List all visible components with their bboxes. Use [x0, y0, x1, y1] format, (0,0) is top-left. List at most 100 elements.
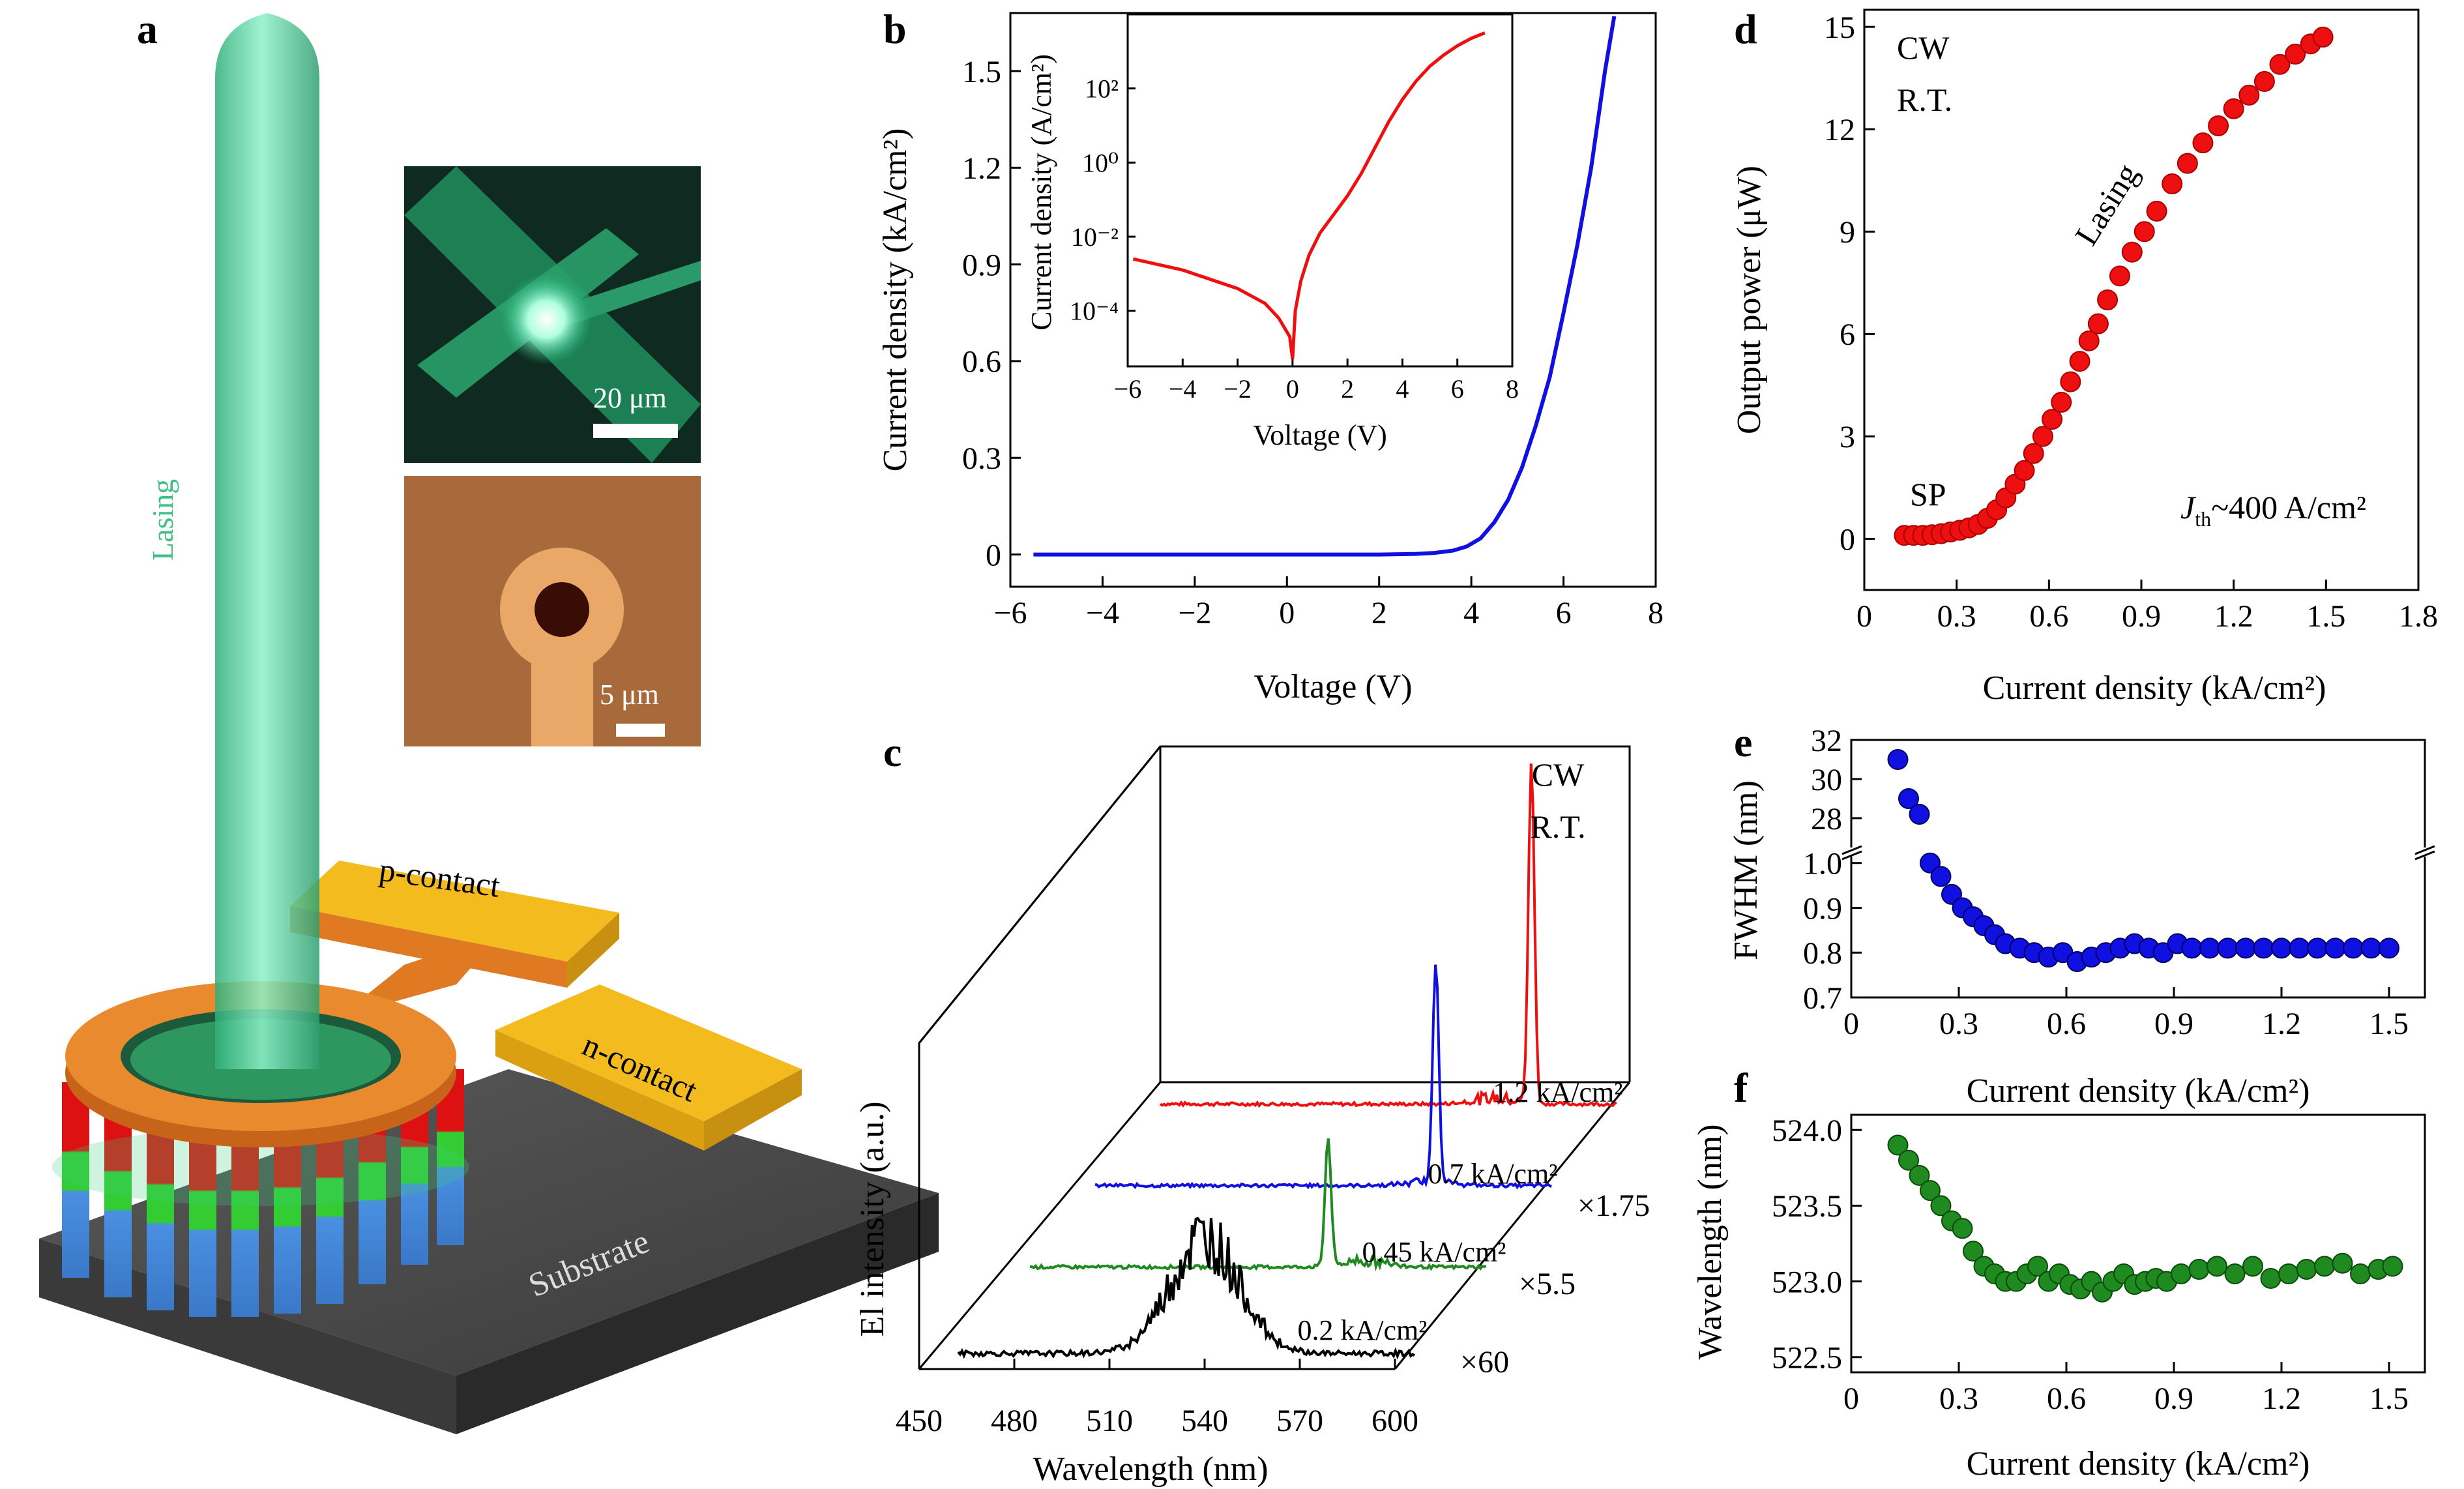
panel-c-xtick-label: 540 [1181, 1404, 1228, 1438]
panel-d-xtick-label: 0.3 [1937, 599, 1976, 634]
panel-d-ytick-label: 15 [1824, 10, 1855, 45]
panel-b-inset-ytick-label: 10⁻² [1071, 222, 1119, 252]
panel-f-data-point [2027, 1256, 2048, 1277]
lasing-beam-label: Lasing [146, 479, 179, 561]
panel-e-data-point [2217, 937, 2238, 959]
panel-b-plot-frame [1009, 12, 1657, 588]
panel-c-3d-box [918, 745, 1631, 1370]
panel-d-ytick-label: 3 [1840, 420, 1855, 454]
panel-d-data-point [2023, 443, 2044, 464]
panel-e-xtick-label: 0.3 [1939, 1007, 1978, 1041]
panel-b-inset-xtick-label: −2 [1224, 374, 1252, 404]
panel-b-inset-xtick-label: 6 [1451, 374, 1464, 404]
panel-d-data-point [2051, 392, 2072, 413]
panel-d-data-point [2097, 289, 2119, 310]
panel-e-data-point [2289, 937, 2310, 959]
panel-c-xtick-label: 450 [896, 1404, 943, 1438]
panel-d-data-point [2162, 173, 2183, 194]
panel-a-letter: a [137, 6, 158, 52]
panel-c-spectrum-line [1094, 964, 1552, 1190]
panel-e-data-point [1930, 866, 1952, 887]
panel-f-data-point [2260, 1267, 2281, 1289]
panel-f-xtick-label: 0.3 [1939, 1381, 1978, 1416]
panel-e-axis-break [1841, 845, 2435, 861]
panel-b-ytick-label: 0.9 [962, 248, 1001, 282]
panel-f-data-point [2171, 1263, 2192, 1284]
panel-d-annotation-cw: CW [1897, 29, 1950, 66]
panel-e-upper-ytick-label: 28 [1811, 802, 1842, 836]
panel-d-threshold: Jth~400 A/cm² [2180, 489, 2366, 531]
panel-b-inset-log-line [1132, 31, 1486, 359]
panel-b-inset-ylabel: Current density (A/cm²) [1025, 54, 1057, 331]
panel-c-spectrum-line [957, 1216, 1415, 1360]
panel-f-data-point [2332, 1252, 2353, 1274]
panel-d-data-point [2032, 426, 2053, 447]
panel-b-inset-xtick-label: 0 [1286, 374, 1299, 404]
panel-c-ylabel: El intensity (a.u.) [854, 1101, 891, 1336]
panel-d-ytick-label: 9 [1840, 215, 1855, 250]
panel-f-data-point [2382, 1256, 2403, 1277]
panel-b-xlabel: Voltage (V) [1254, 668, 1412, 705]
panel-f-data-point [2224, 1263, 2246, 1284]
panel-b-ytick-label: 0.6 [962, 345, 1001, 379]
panel-d-data-point [2109, 265, 2130, 287]
panel-c-series-label: 0.7 kA/cm² [1428, 1158, 1558, 1190]
panel-e-upper-ytick-label: 32 [1811, 724, 1842, 758]
panel-c-series-label: 1.2 kA/cm² [1493, 1076, 1623, 1108]
panel-f-data-point [2188, 1259, 2210, 1280]
panel-e-data-point [2307, 937, 2328, 959]
panel-e-data-point [2379, 937, 2399, 959]
panel-e-xtick-label: 1.2 [2262, 1007, 2301, 1041]
panel-c-annotation-rt: R.T. [1530, 808, 1585, 845]
inset-contact-photo: 5 μm [404, 476, 701, 746]
panel-b-ytick-label: 1.2 [962, 151, 1001, 186]
panel-b-ylabel: Current density (kA/cm²) [877, 128, 914, 472]
panel-e-letter: e [1734, 719, 1752, 765]
panel-d-data-point [2223, 98, 2244, 119]
panel-d-data-point [2177, 153, 2198, 174]
lasing-beam: Lasing [146, 13, 319, 1069]
panel-b-xtick-label: −2 [1178, 596, 1211, 630]
panel-f-data-point [1909, 1164, 1930, 1186]
panel-b-xtick-label: 6 [1556, 596, 1572, 630]
panel-d-data-point [2134, 221, 2155, 243]
panel-c-spectrum-line [1029, 1138, 1487, 1272]
panel-e-xtick-label: 1.5 [2369, 1007, 2409, 1041]
panel-f-ytick-label: 522.5 [1772, 1341, 1842, 1376]
panel-d-threshold-value: ~400 A/cm² [2211, 489, 2366, 525]
panel-e-data-point [2271, 937, 2292, 959]
panel-d-ylabel: Output power (μW) [1731, 166, 1768, 434]
panel-d-data-point [2285, 44, 2306, 65]
panel-d-xtick-label: 1.5 [2306, 599, 2345, 634]
panel-d-data-point [2312, 26, 2334, 48]
panel-b-inset-xtick-label: −6 [1114, 374, 1142, 404]
panel-e-data-point [2235, 937, 2256, 959]
panel-d-data-point [2121, 241, 2143, 263]
panel-b-inset-frame [1126, 13, 1514, 368]
panel-d-xtick-label: 0 [1856, 599, 1872, 634]
panel-c-xlabel: Wavelength (nm) [1033, 1451, 1268, 1488]
panel-f-ytick-label: 523.5 [1772, 1189, 1842, 1224]
panel-d-annotation-lasing: Lasing [2068, 157, 2146, 252]
panel-e-plot-frame [1850, 739, 2426, 999]
panel-e-xlabel: Current density (kA/cm²) [1967, 1072, 2310, 1110]
panel-d-annotation-sp: SP [1910, 476, 1946, 512]
panel-c-multiplier: ×5.5 [1519, 1267, 1576, 1301]
panel-b-inset-xlabel: Voltage (V) [1253, 419, 1387, 451]
panel-c-multiplier: ×60 [1460, 1345, 1509, 1379]
panel-f-data-point [2278, 1263, 2299, 1284]
panel-c-series-label: 0.2 kA/cm² [1298, 1314, 1428, 1346]
panel-b-xtick-label: −6 [993, 596, 1027, 630]
panel-c-el-spectra: c 450 480 510 540 570 600 1.2 kA/cm² 0.7 kA/cm… [854, 729, 1650, 1488]
panel-b-inset-ytick-label: 10⁰ [1082, 148, 1119, 177]
panel-f-data-point [1930, 1195, 1952, 1216]
panel-d-ytick-label: 12 [1824, 113, 1855, 147]
panel-b-xtick-label: 2 [1371, 596, 1387, 630]
panel-e-xtick-label: 0.6 [2047, 1007, 2086, 1041]
panel-e-ylabel: FWHM (nm) [1727, 780, 1765, 960]
panel-d-data-point [2238, 84, 2260, 106]
panel-f-data-point [2207, 1256, 2227, 1277]
panel-f-data-point [2242, 1256, 2263, 1277]
panel-e-xtick-label: 0 [1843, 1007, 1859, 1041]
panel-e-fwhm: e 0 0.3 0.6 0.9 1.2 1.5 28 30 32 0.7 0.8 0.9 1.0 Cu… [1727, 719, 2435, 1110]
